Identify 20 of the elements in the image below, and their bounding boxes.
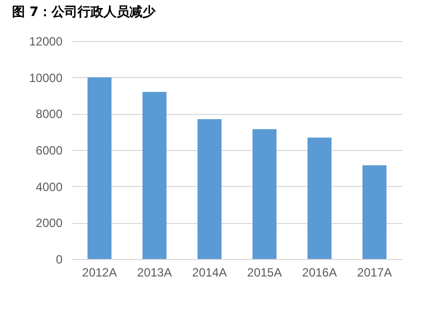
bar — [142, 92, 166, 259]
bar — [252, 129, 276, 259]
y-tick-label: 12000 — [29, 34, 63, 48]
y-tick-label: 0 — [56, 252, 63, 266]
bar — [308, 138, 332, 259]
x-tick-label: 2012A — [82, 266, 117, 280]
bar — [198, 119, 222, 259]
x-tick-label: 2017A — [357, 266, 392, 280]
x-tick-label: 2016A — [302, 266, 337, 280]
y-tick-label: 4000 — [36, 180, 63, 194]
y-tick-label: 10000 — [29, 70, 63, 85]
bar — [362, 165, 386, 259]
x-tick-label: 2014A — [192, 266, 227, 280]
chart-title: 图 7：公司行政人员减少 — [12, 5, 157, 20]
y-tick-label: 6000 — [36, 144, 63, 158]
bar — [88, 77, 112, 259]
y-tick-label: 8000 — [36, 107, 63, 122]
y-tick-label: 2000 — [36, 216, 63, 230]
x-tick-label: 2015A — [247, 266, 282, 280]
x-tick-label: 2013A — [137, 266, 172, 280]
